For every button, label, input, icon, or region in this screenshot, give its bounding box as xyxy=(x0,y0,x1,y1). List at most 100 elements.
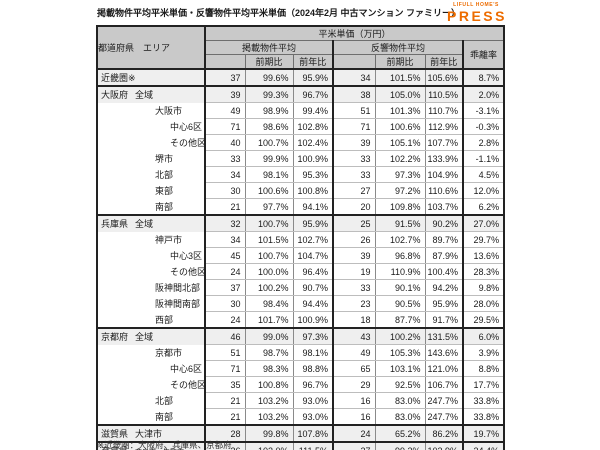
value-cell: 30 xyxy=(204,295,245,312)
value-cell: 99.6% xyxy=(244,68,293,87)
value-cell: 106.7% xyxy=(424,376,463,393)
value-cell: 28.0% xyxy=(461,295,505,312)
value-cell: 96.8% xyxy=(374,247,425,264)
value-cell: 83.0% xyxy=(374,408,425,426)
value-cell: -1.1% xyxy=(461,150,505,167)
value-cell: 93.0% xyxy=(292,392,333,409)
column-header-mom: 前期比 xyxy=(374,54,426,70)
value-cell: 133.9% xyxy=(424,150,463,167)
value-cell: 103.7% xyxy=(424,198,463,216)
column-header-unit: 平米単価（万円） xyxy=(203,25,505,41)
area-cell: その他区 xyxy=(97,264,205,280)
column-header-divergence: 乖離率 xyxy=(461,40,505,70)
area-label: 大阪市 xyxy=(155,106,183,116)
table-row: 中心3区 45 100.7% 104.7% 39 96.8% 87.9% 13.6% xyxy=(97,247,505,264)
value-cell: 90.7% xyxy=(292,279,333,296)
table-row: 京都市 51 98.7% 98.1% 49 105.3% 143.6% 3.9% xyxy=(97,344,505,361)
column-header-listed: 掲載物件平均 xyxy=(204,40,334,55)
table-row: 兵庫県 全域 32 100.7% 95.9% 25 91.5% 90.2% 27.0% xyxy=(97,214,505,232)
value-cell: 104.9% xyxy=(424,166,463,183)
area-cell: 阪神間南部 xyxy=(97,296,205,312)
table-row: 大阪市 49 98.9% 99.4% 51 101.3% 110.7% -3.1% xyxy=(97,102,505,119)
value-cell: 100.6% xyxy=(244,182,293,199)
value-cell: 105.3% xyxy=(374,344,425,361)
value-cell: 40 xyxy=(204,134,245,151)
area-cell: 東部 xyxy=(97,183,205,199)
value-cell: 112.9% xyxy=(424,118,463,135)
value-cell: 99.3% xyxy=(244,85,293,103)
value-cell: 27.0% xyxy=(461,214,505,232)
value-cell: 101.5% xyxy=(374,68,425,87)
value-cell: 51 xyxy=(204,344,245,361)
column-header-blank xyxy=(332,54,376,70)
area-label: 堺市 xyxy=(155,154,174,164)
value-cell: 87.9% xyxy=(424,247,463,264)
lifull-homes-press-logo: LIFULL HOME'S PRESS xyxy=(447,3,507,24)
table-row: 南部 21 97.7% 94.1% 20 109.8% 103.7% 6.2% xyxy=(97,198,505,216)
value-cell: 37 xyxy=(204,68,245,87)
value-cell: 100.9% xyxy=(292,311,333,329)
value-cell: 45 xyxy=(204,247,245,264)
column-header-region: 都道府県 エリア xyxy=(96,25,206,70)
value-cell: 111.5% xyxy=(292,441,333,450)
value-cell: 8.7% xyxy=(461,68,505,87)
value-cell: 26 xyxy=(332,231,375,248)
value-cell: 92.5% xyxy=(374,376,425,393)
value-cell: 34 xyxy=(332,68,375,87)
area-label: 阪神間北部 xyxy=(155,283,201,293)
value-cell: 110.9% xyxy=(374,263,425,280)
value-cell: 91.7% xyxy=(424,311,463,329)
value-cell: 49 xyxy=(204,102,245,119)
prefecture-label: 大阪府 xyxy=(101,90,129,101)
area-cell: 北部 xyxy=(97,393,205,409)
value-cell: 98.1% xyxy=(244,166,293,183)
column-header-blank xyxy=(204,54,246,70)
value-cell: 20 xyxy=(332,198,375,216)
table-row: 東部 30 100.6% 100.8% 27 97.2% 110.6% 12.0% xyxy=(97,182,505,199)
area-cell: 中心6区 xyxy=(97,119,205,135)
area-label: 西部 xyxy=(155,314,174,325)
value-cell: 101.3% xyxy=(374,102,425,119)
value-cell: 93.0% xyxy=(292,408,333,426)
value-cell: 17.7% xyxy=(461,376,505,393)
value-cell: 102.8% xyxy=(292,118,333,135)
value-cell: 4.5% xyxy=(461,166,505,183)
prefecture-label: 滋賀県 xyxy=(101,429,129,439)
prefecture-label: 兵庫県 xyxy=(101,219,129,230)
page-title: 掲載物件平均平米単価・反響物件平均平米単価（2024年2月 中古マンション ファ… xyxy=(97,8,461,18)
logo-brand-main: PRESS xyxy=(447,8,507,24)
value-cell: 49 xyxy=(332,344,375,361)
value-cell: 8.8% xyxy=(461,360,505,377)
value-cell: 102.4% xyxy=(292,134,333,151)
value-cell: 105.1% xyxy=(374,134,425,151)
table-body: 近畿圏※ 37 99.6% 95.9% 34 101.5% 105.6% 8.7% 大阪府 全域 3… xyxy=(97,68,505,450)
table-row: 阪神間南部 30 98.4% 94.4% 23 90.5% 95.9% 28.0% xyxy=(97,295,505,312)
area-label: 京都市 xyxy=(155,348,183,358)
value-cell: 100.8% xyxy=(244,376,293,393)
table-row: 北部 34 98.1% 95.3% 33 97.3% 104.9% 4.5% xyxy=(97,166,505,183)
value-cell: 98.6% xyxy=(244,118,293,135)
table-row: 大阪府 全域 39 99.3% 96.7% 38 105.0% 110.5% 2.0% xyxy=(97,85,505,103)
area-label: 阪神間南部 xyxy=(155,299,201,309)
value-cell: -0.3% xyxy=(461,118,505,135)
value-cell: -3.1% xyxy=(461,102,505,119)
value-cell: 87.7% xyxy=(374,311,425,329)
area-label: 大津市 xyxy=(135,429,163,439)
table-header: 都道府県 エリア 平米単価（万円） 掲載物件平均 反響物件平均 乖離率 前期比 … xyxy=(96,25,505,70)
value-cell: 16 xyxy=(332,408,375,426)
value-cell: 103.9% xyxy=(424,441,463,450)
value-cell: 96.7% xyxy=(292,85,333,103)
value-cell: 13.6% xyxy=(461,247,505,264)
area-label: 全域 xyxy=(135,219,154,230)
value-cell: 103.2% xyxy=(244,392,293,409)
value-cell: 99.3% xyxy=(374,441,425,450)
area-cell: 京都市 xyxy=(97,345,205,361)
value-cell: 105.0% xyxy=(374,85,425,103)
value-cell: 6.0% xyxy=(461,327,505,345)
value-cell: 28 xyxy=(204,424,245,443)
area-label: その他区 xyxy=(170,380,205,390)
area-cell: その他区 xyxy=(97,135,205,151)
value-cell: 100.6% xyxy=(374,118,425,135)
value-cell: 94.2% xyxy=(424,279,463,296)
value-cell: 100.7% xyxy=(244,214,293,232)
